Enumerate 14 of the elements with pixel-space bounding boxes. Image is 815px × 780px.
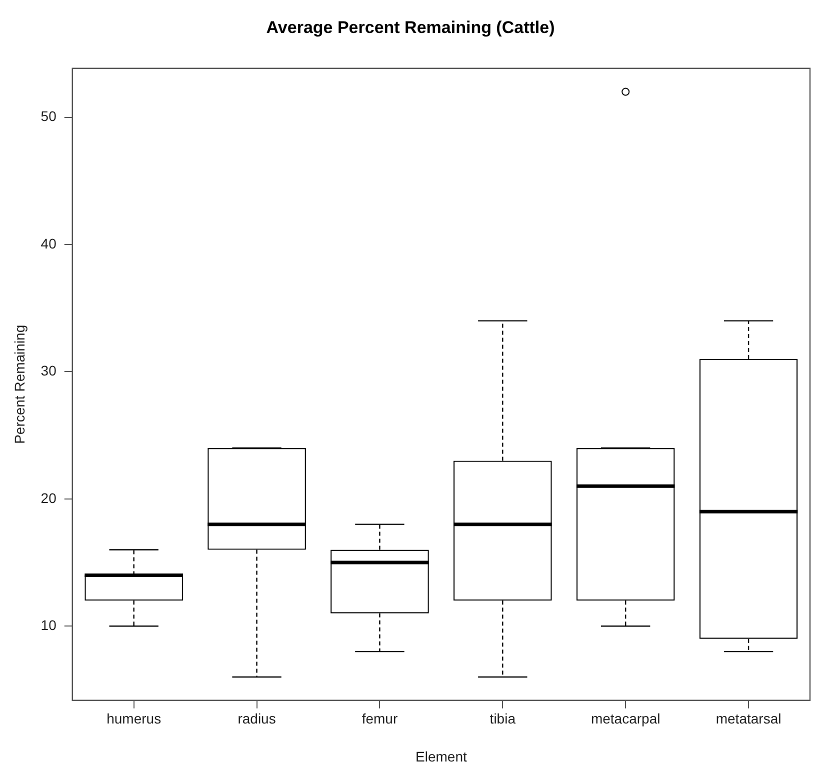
x-tick-label: humerus [106,710,162,727]
y-tick-label: 40 [40,235,57,252]
y-tick-label: 30 [40,362,57,379]
x-tick-label: radius [238,710,276,727]
y-tick-label: 50 [40,108,57,124]
x-tick-label: metacarpal [590,710,660,727]
x-tick-label: metatarsal [716,710,782,727]
chart-title: Average Percent Remaining (Cattle) [266,18,555,37]
x-tick-label: femur [362,710,398,727]
y-tick-label: 20 [40,490,57,506]
y-axis-title: Percent Remaining [11,324,28,444]
x-axis-title: Element [416,748,467,764]
y-tick-label: 10 [40,616,57,633]
x-tick-label: tibia [490,710,516,727]
